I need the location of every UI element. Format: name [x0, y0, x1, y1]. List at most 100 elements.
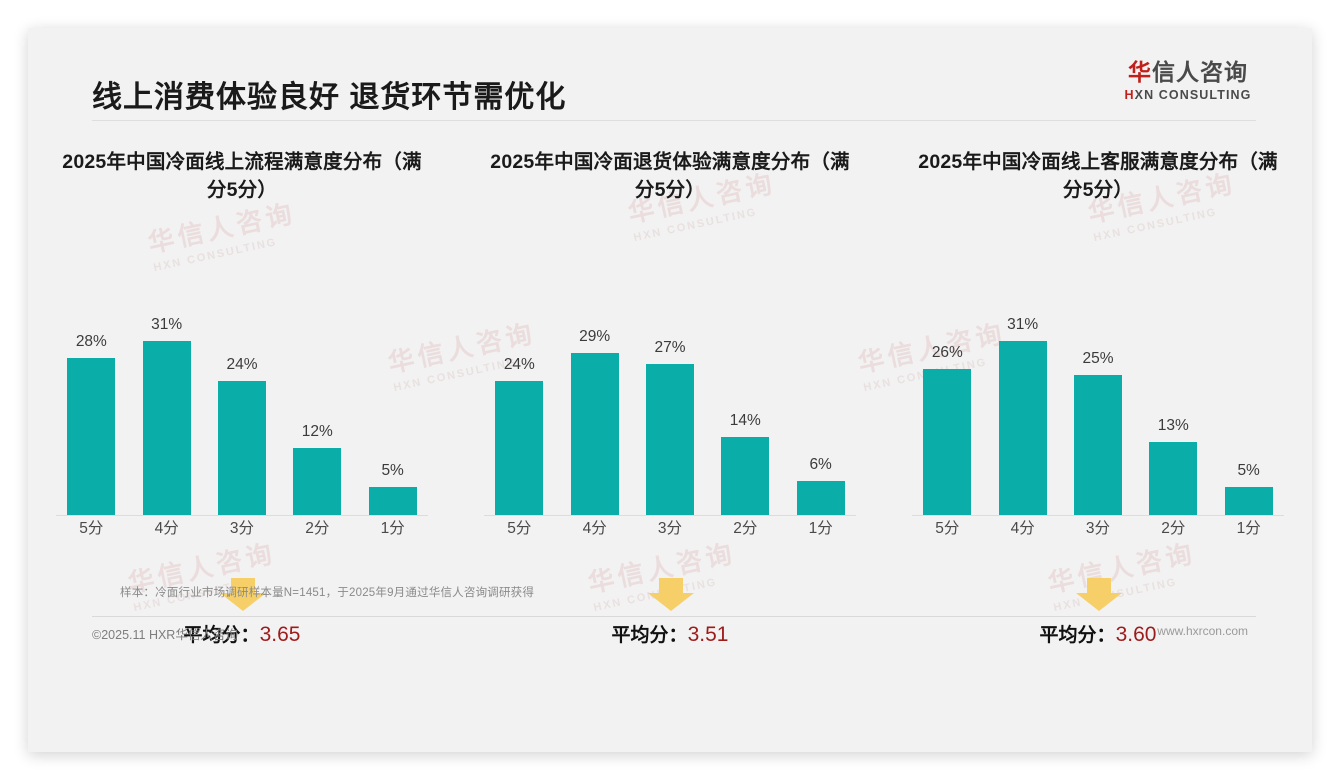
average-score-line: 平均分：3.51 [484, 620, 856, 647]
bar-value-label: 24% [226, 355, 258, 373]
average-score-line: 平均分：3.60 [912, 620, 1284, 647]
bar-group: 26% 31% 25% 13% 5% [912, 285, 1284, 516]
slide-header: 线上消费体验良好 退货环节需优化 华信人咨询 HXN CONSULTING [28, 28, 1312, 122]
bar-chart-plot: 26% 31% 25% 13% 5% 5分 4分 3分 2分 1分 [912, 252, 1284, 537]
average-score-block: 平均分：3.60 [912, 578, 1284, 654]
bar-item[interactable]: 14% [710, 285, 781, 515]
bar-chart-plot: 28% 31% 24% 12% 5% 5分 4分 3分 2分 1分 [56, 252, 428, 537]
bar-value-label: 31% [151, 316, 183, 334]
average-score-block: 平均分：3.65 [56, 578, 428, 654]
bar-chart-plot: 24% 29% 27% 14% 6% 5分 4分 3分 2分 1分 [484, 252, 856, 537]
bar-item[interactable]: 6% [785, 285, 856, 515]
x-axis-tick: 2分 [733, 520, 758, 537]
bar-item[interactable]: 27% [635, 285, 706, 515]
x-axis-labels: 5分 4分 3分 2分 1分 [912, 516, 1284, 538]
bar-item[interactable]: 24% [207, 285, 278, 515]
bar-item[interactable]: 29% [559, 285, 630, 515]
slide-footer: ©2025.11 HXR华信人咨询 www.hxrcon.com [28, 624, 1312, 660]
bar[interactable] [217, 380, 266, 515]
bar-value-label: 14% [729, 411, 761, 429]
bar-value-label: 29% [579, 327, 611, 345]
copyright-text: ©2025.11 HXR华信人咨询 [92, 628, 238, 642]
average-score-label: 平均分： [611, 625, 688, 646]
x-axis-tick: 1分 [808, 520, 833, 537]
charts-row: 2025年中国冷面线上流程满意度分布（满分5分） 28% 31% 24% 12% 5% 5分… [28, 148, 1312, 654]
bar-item[interactable]: 24% [484, 285, 555, 515]
bar[interactable] [645, 363, 694, 515]
logo-chinese-text: 华信人咨询 [1108, 59, 1268, 85]
chart-panel: 2025年中国冷面线上流程满意度分布（满分5分） 28% 31% 24% 12% 5% 5分… [28, 148, 456, 654]
bar-item[interactable]: 5% [357, 285, 428, 515]
company-logo: 华信人咨询 HXN CONSULTING [1108, 59, 1268, 102]
logo-en-red: H [1124, 88, 1135, 103]
x-axis-tick: 2分 [1161, 520, 1186, 537]
title-divider [92, 120, 1256, 121]
bar[interactable] [368, 487, 417, 515]
bar[interactable] [293, 447, 342, 515]
bar-item[interactable]: 12% [282, 285, 353, 515]
bar[interactable] [1073, 375, 1122, 515]
bar-value-label: 25% [1082, 350, 1114, 367]
average-score-label: 平均分： [1039, 625, 1116, 646]
x-axis-tick: 1分 [380, 520, 405, 537]
x-axis-labels: 5分 4分 3分 2分 1分 [56, 516, 428, 538]
chart-title: 2025年中国冷面线上流程满意度分布（满分5分） [62, 151, 422, 202]
x-axis-tick: 4分 [582, 520, 607, 537]
chart-title: 2025年中国冷面退货体验满意度分布（满分5分） [490, 151, 850, 202]
bar[interactable] [142, 341, 191, 515]
average-score-block: 平均分：3.51 [484, 578, 856, 654]
bar-value-label: 31% [1007, 316, 1039, 334]
bar-value-label: 13% [1157, 417, 1189, 435]
bar-item[interactable]: 26% [912, 285, 983, 515]
bar-item[interactable]: 5% [1213, 285, 1284, 515]
bar[interactable] [796, 481, 845, 515]
bar-item[interactable]: 13% [1138, 285, 1209, 515]
average-score-value: 3.65 [259, 623, 301, 646]
bar-value-label: 12% [301, 422, 333, 440]
bar[interactable] [1224, 487, 1273, 515]
website-link[interactable]: www.hxrcon.com [1157, 624, 1248, 638]
sample-footnote: 样本：冷面行业市场调研样本量N=1451，于2025年9月通过华信人咨询调研获得 [120, 587, 535, 599]
bar-value-label: 27% [654, 338, 686, 356]
x-axis-tick: 2分 [305, 520, 330, 537]
bar[interactable] [721, 436, 770, 515]
bar-group: 24% 29% 27% 14% 6% [484, 285, 856, 516]
bar[interactable] [495, 380, 544, 515]
bar-item[interactable]: 28% [56, 285, 127, 515]
bar-item[interactable]: 31% [987, 285, 1058, 515]
x-axis-tick: 3分 [229, 520, 255, 537]
logo-cn-red: 华 [1128, 59, 1152, 85]
bar[interactable] [998, 341, 1047, 515]
bar-item[interactable]: 31% [131, 285, 202, 515]
bar[interactable] [570, 352, 619, 515]
bar-item[interactable]: 25% [1063, 285, 1134, 515]
bar-value-label: 5% [381, 462, 404, 479]
x-axis-tick: 3分 [1085, 520, 1111, 537]
average-score-value: 3.51 [687, 623, 729, 646]
chart-panel: 2025年中国冷面退货体验满意度分布（满分5分） 24% 29% 27% 14% 6% 5分… [456, 148, 884, 654]
x-axis-tick: 5分 [79, 520, 104, 537]
footer-divider [92, 616, 1256, 617]
bar[interactable] [1149, 442, 1198, 515]
average-score-value: 3.60 [1115, 623, 1157, 646]
logo-en-rest: XN CONSULTING [1134, 88, 1252, 103]
x-axis-tick: 5分 [507, 520, 532, 537]
x-axis-tick: 4分 [1010, 520, 1035, 537]
slide-canvas: 华信人咨询 HXN CONSULTING 华信人咨询 HXN CONSULTIN… [28, 28, 1312, 752]
bar-group: 28% 31% 24% 12% 5% [56, 285, 428, 516]
bar[interactable] [67, 358, 116, 515]
bar-value-label: 6% [809, 456, 832, 474]
average-score-line: 平均分：3.65 [56, 620, 428, 647]
bar[interactable] [923, 369, 972, 515]
bar-value-label: 24% [503, 355, 535, 373]
logo-english-text: HXN CONSULTING [1108, 88, 1268, 102]
average-score-label: 平均分： [183, 625, 260, 646]
x-axis-tick: 4分 [154, 520, 179, 537]
x-axis-tick: 3分 [657, 520, 683, 537]
bar-value-label: 26% [931, 344, 963, 362]
bar-value-label: 5% [1237, 462, 1260, 479]
logo-cn-rest: 信人咨询 [1152, 59, 1248, 85]
bar-value-label: 28% [75, 333, 107, 351]
chart-title: 2025年中国冷面线上客服满意度分布（满分5分） [918, 151, 1278, 202]
chart-panel: 2025年中国冷面线上客服满意度分布（满分5分） 26% 31% 25% 13% 5% 5分… [884, 148, 1312, 654]
